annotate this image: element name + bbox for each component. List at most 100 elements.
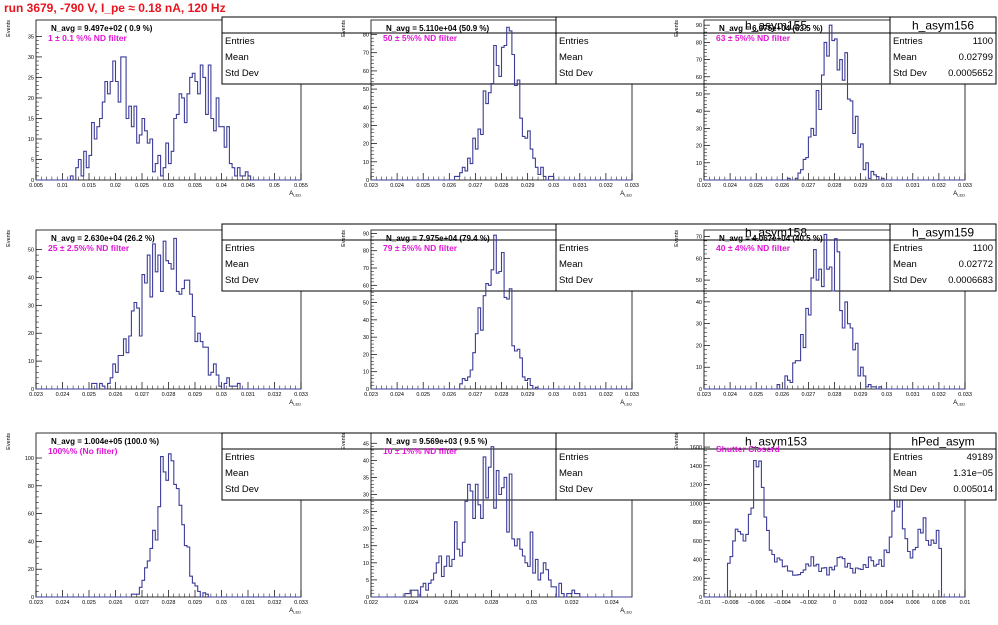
y-tick-label: 70 [696,58,702,64]
x-tick-label: −0.006 [748,600,765,606]
y-tick-label: 30 [696,126,702,132]
y-tick-label: 50 [363,301,369,307]
x-tick-label: 0.032 [932,183,946,189]
y-tick-label: 90 [363,231,369,237]
x-tick-label: 0.032 [565,600,579,606]
y-axis-label: Events [6,230,12,247]
n-avg-label: N_avg = 7.975e+04 (79.4 %) [386,234,490,243]
n-avg-label: N_avg = 9.569e+03 ( 9.5 %) [386,437,488,446]
y-tick-label: 0 [366,178,369,184]
stats-box: h_asym159 Entries 1100 Mean 0.02772 Std Dev 0.… [889,223,997,292]
stat-value: 0.02772 [959,259,993,270]
stat-value: 1.31e−05 [953,468,993,479]
stat-label: Entries [225,243,255,254]
y-tick-label: 5 [31,157,34,163]
y-tick-label: 20 [363,352,369,358]
stat-label: Std Dev [893,68,927,79]
x-axis-label: ALED [289,608,301,615]
x-tick-label: 0.03 [881,183,892,189]
y-axis-label: Events [341,433,347,450]
y-tick-label: 80 [696,40,702,46]
x-tick-label: 0.033 [294,600,308,606]
y-tick-label: 60 [363,283,369,289]
x-tick-label: 0.033 [625,392,639,398]
y-axis-label: Events [341,230,347,247]
x-tick-label: 0.02 [110,183,121,189]
stat-label: Mean [893,259,917,270]
x-tick-label: 0.03 [548,392,559,398]
histogram-curve [36,237,301,390]
y-tick-label: 1400 [690,464,702,470]
y-tick-label: 20 [696,343,702,349]
x-tick-label: 0.031 [573,183,587,189]
y-tick-label: 20 [28,96,34,102]
y-tick-label: 60 [696,256,702,262]
x-tick-label: 0.03 [216,392,227,398]
stat-label: Entries [225,36,255,47]
stat-label: Std Dev [893,484,927,495]
x-tick-label: −0.008 [722,600,739,606]
stat-value: 1100 [973,243,993,254]
x-tick-label: 0.024 [404,600,418,606]
stat-label: Entries [893,36,923,47]
n-avg-label: N_avg = 1.004e+05 (100.0 %) [51,437,159,446]
x-tick-label: 0.026 [442,183,456,189]
y-tick-label: 20 [28,331,34,337]
x-tick-label: 0.055 [294,183,308,189]
stat-label: Entries [225,452,255,463]
x-tick-label: 0.025 [416,183,430,189]
y-tick-label: 800 [693,520,702,526]
y-tick-label: 20 [28,567,34,573]
x-tick-label: 0.006 [906,600,920,606]
x-tick-label: 0.025 [749,392,763,398]
x-tick-label: 0.033 [294,392,308,398]
filter-note: 100%% (No filter) [48,446,118,456]
stat-label: Mean [893,52,917,63]
y-tick-label: 5 [366,578,369,584]
x-tick-label: 0.023 [29,392,43,398]
x-tick-label: 0.033 [625,183,639,189]
x-tick-label: 0.032 [599,392,613,398]
x-tick-label: 0.01 [960,600,971,606]
y-tick-label: 0 [699,595,702,601]
x-tick-label: 0.026 [442,392,456,398]
y-tick-label: 40 [363,105,369,111]
histogram-name: h_asym153 [745,435,807,449]
x-tick-label: 0.031 [906,392,920,398]
filter-note: 1 ± 0.1 %% ND filter [48,33,128,43]
x-tick-label: 0.024 [723,183,737,189]
y-tick-label: 10 [363,561,369,567]
x-tick-label: 0.033 [958,183,972,189]
x-tick-label: 0.029 [521,183,535,189]
stat-value: 49189 [967,452,993,463]
histogram-hPed_asym: 0 200 400 600 800 1000 1200 1400 1600 −0.01 −0.008… [674,432,997,606]
y-tick-label: 20 [696,144,702,150]
x-tick-label: 0.025 [82,392,96,398]
x-tick-label: 0.028 [495,392,509,398]
y-tick-label: 10 [696,161,702,167]
y-tick-label: 0 [31,387,34,393]
histogram-name: h_asym156 [912,19,974,33]
filter-note: 63 ± 5%% ND filter [716,33,791,43]
x-tick-label: 0.027 [135,600,149,606]
y-tick-label: 10 [363,160,369,166]
x-tick-label: 0.029 [188,600,202,606]
stat-label: Entries [893,243,923,254]
stat-value: 0.0006683 [948,275,993,286]
y-tick-label: 15 [28,116,34,122]
x-tick-label: 0.026 [109,392,123,398]
x-tick-label: 0.027 [469,392,483,398]
x-tick-label: 0 [833,600,836,606]
x-tick-label: 0.027 [469,183,483,189]
stat-value: 0.005014 [953,484,993,495]
x-tick-label: 0.035 [188,183,202,189]
x-tick-label: 0.031 [241,600,255,606]
run-title: run 3679, -790 V, I_pe ≈ 0.18 nA, 120 Hz [4,1,226,15]
histogram-curve [704,459,965,598]
x-tick-label: 0.028 [828,183,842,189]
x-tick-label: 0.022 [364,600,378,606]
y-tick-label: 10 [363,370,369,376]
x-tick-label: 0.026 [109,600,123,606]
x-tick-label: 0.008 [932,600,946,606]
